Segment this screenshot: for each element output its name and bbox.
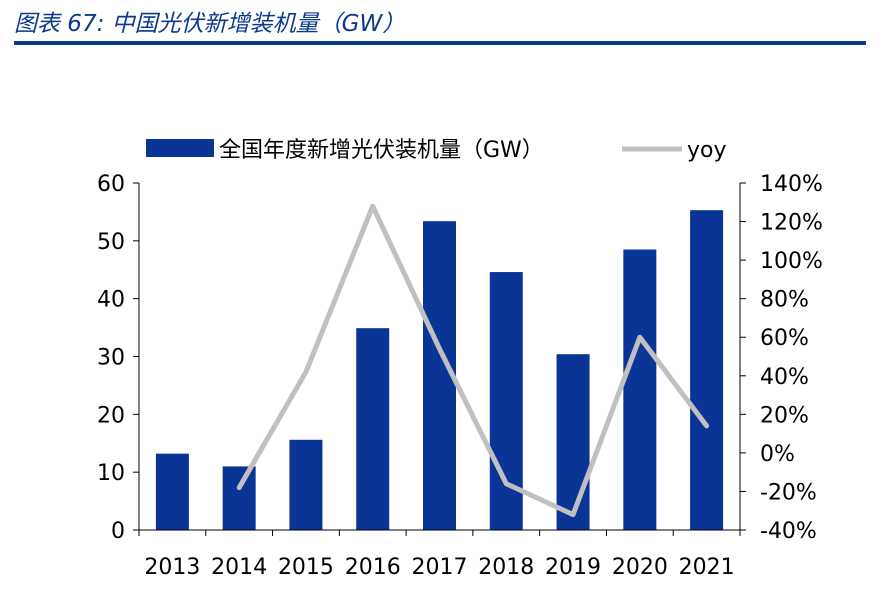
- y-right-tick-label: 100%: [760, 249, 823, 274]
- y-right-tick-label: 0%: [760, 442, 795, 467]
- y-right-tick-label: 60%: [760, 326, 809, 351]
- legend-line-label: yoy: [687, 138, 727, 163]
- y-right-tick-label: -20%: [760, 480, 817, 505]
- y-right-tick-label: 80%: [760, 288, 809, 313]
- y-right-tick-label: -40%: [760, 519, 817, 544]
- y-left-tick-label: 60: [97, 172, 125, 197]
- yoy-line: [236, 203, 710, 518]
- bar-2015: [289, 439, 323, 530]
- yoy-line-series: [236, 203, 710, 518]
- x-tick-label: 2020: [612, 555, 668, 580]
- y-right-tick-label: 140%: [760, 172, 823, 197]
- legend: 全国年度新增光伏装机量（GW） yoy: [146, 138, 727, 163]
- x-tick-label: 2019: [545, 555, 601, 580]
- y-right-tick-label: 40%: [760, 365, 809, 390]
- y-left-tick-label: 50: [97, 230, 125, 255]
- title-rule: [14, 41, 866, 45]
- bar-2013: [155, 453, 189, 530]
- y-left-tick-label: 0: [111, 519, 125, 544]
- axes: 0 10 20 30 40 50 60 -40% -20% 0% 20% 40% 60% 80% 100% 1…: [97, 172, 823, 580]
- x-tick-label: 2014: [211, 555, 267, 580]
- bar-series: [155, 210, 724, 531]
- y-left-tick-label: 30: [97, 346, 125, 371]
- figure-title: 图表 67: 中国光伏新增装机量（GW）: [14, 11, 406, 37]
- y-right-tick-label: 120%: [760, 211, 823, 236]
- bar-2021: [690, 210, 724, 530]
- x-tick-label: 2017: [412, 555, 468, 580]
- x-tick-label: 2018: [478, 555, 534, 580]
- legend-bar-label: 全国年度新增光伏装机量（GW）: [219, 138, 544, 163]
- bar-2014: [222, 466, 256, 530]
- y-left-tick-label: 40: [97, 288, 125, 313]
- x-tick-label: 2016: [345, 555, 401, 580]
- x-tick-label: 2021: [679, 555, 735, 580]
- bar-2019: [556, 354, 590, 530]
- x-tick-label: 2015: [278, 555, 334, 580]
- bar-2020: [623, 249, 657, 530]
- x-tick-label: 2013: [144, 555, 200, 580]
- y-right-tick-label: 20%: [760, 403, 809, 428]
- legend-bar-swatch: [146, 139, 214, 157]
- y-left-tick-label: 20: [97, 403, 125, 428]
- bar-2016: [356, 328, 390, 530]
- y-left-tick-label: 10: [97, 461, 125, 486]
